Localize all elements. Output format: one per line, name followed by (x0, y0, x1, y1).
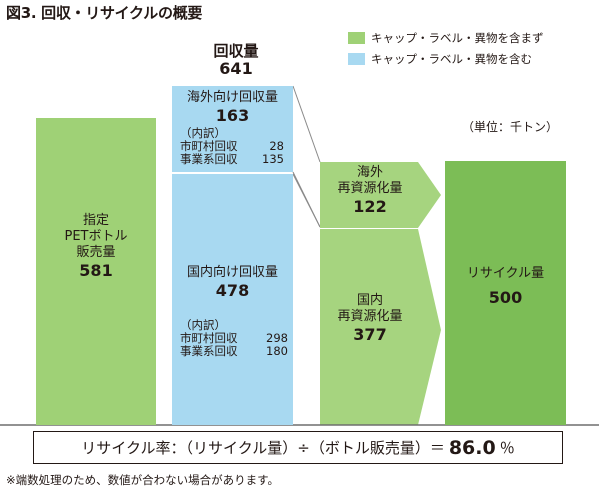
overseas-collection-label: 海外向け回収量 (186, 90, 278, 105)
domestic-business-label: 事業系回収 (180, 344, 238, 358)
domestic-recycling-line2: 再資源化量 (337, 309, 403, 324)
domestic-collection-bar (172, 174, 293, 425)
figure-title: 図3. 回収・リサイクルの概要 (6, 4, 203, 22)
domestic-recycling-value: 377 (353, 325, 387, 344)
domestic-recycling-text: 国内 再資源化量 377 (320, 293, 420, 345)
domestic-breakdown-label: （内訳） (180, 318, 226, 332)
overseas-breakdown-label: （内訳） (180, 126, 226, 140)
recycling-rate-unit: ％ (499, 439, 515, 457)
legend-label-including: キャップ・ラベル・異物を含む (371, 52, 532, 66)
domestic-municipal-value: 298 (266, 331, 288, 345)
sales-bar (36, 118, 156, 425)
overseas-municipal-value: 28 (269, 139, 284, 153)
recycling-label: リサイクル量 (466, 266, 545, 281)
recycling-value: 500 (488, 288, 523, 307)
overseas-collection-bar (172, 86, 293, 172)
connector-overseas-top (292, 85, 321, 163)
collection-total-label: 回収量 (213, 42, 259, 60)
domestic-municipal-row: 市町村回収 298 (180, 332, 288, 345)
recycling-rate-value: 86.0 (448, 436, 496, 459)
domestic-business-value: 180 (266, 344, 288, 358)
recycling-bar (445, 161, 566, 425)
overseas-collection-text: 海外向け回収量 163 (172, 90, 293, 126)
overseas-recycling-text: 海外 再資源化量 122 (320, 165, 420, 217)
overseas-business-row: 事業系回収 135 (180, 153, 284, 166)
recycling-rate-formula: リサイクル率：（リサイクル量）÷（ボトル販売量）＝ 86.0 ％ (33, 431, 563, 464)
recycling-text: リサイクル量 500 (445, 266, 566, 308)
footnote: ※端数処理のため、数値が合わない場合があります。 (6, 473, 279, 487)
overseas-breakdown: （内訳） 市町村回収 28 事業系回収 135 (180, 127, 284, 166)
legend-swatch-green (348, 32, 365, 44)
legend-item-including: キャップ・ラベル・異物を含む (348, 51, 532, 67)
overseas-recycling-line2: 再資源化量 (337, 181, 403, 196)
domestic-municipal-label: 市町村回収 (180, 331, 238, 345)
sales-label-line1: 指定 (82, 213, 109, 228)
overseas-business-value: 135 (262, 152, 284, 166)
domestic-collection-value: 478 (215, 281, 250, 300)
overseas-municipal-label: 市町村回収 (180, 139, 238, 153)
domestic-collection-text: 国内向け回収量 478 (172, 265, 293, 301)
sales-value: 581 (79, 261, 113, 280)
connector-domestic-top (292, 173, 321, 228)
overseas-collection-value: 163 (215, 106, 250, 125)
legend-item-excluding: キャップ・ラベル・異物を含まず (348, 30, 544, 46)
sales-text: 指定 PETボトル 販売量 581 (36, 213, 156, 281)
sales-label-line2: PETボトル (64, 229, 128, 244)
formula-text: リサイクル率：（リサイクル量）÷（ボトル販売量）＝ (81, 439, 445, 457)
overseas-recycling-arrow (320, 162, 441, 228)
sales-label-line3: 販売量 (76, 245, 116, 260)
domestic-recycling-line1: 国内 (356, 293, 383, 308)
legend-label-excluding: キャップ・ラベル・異物を含まず (371, 31, 544, 45)
overseas-municipal-row: 市町村回収 28 (180, 140, 284, 153)
domestic-collection-label: 国内向け回収量 (186, 265, 278, 280)
legend-swatch-blue (348, 53, 365, 65)
domestic-recycling-arrow (320, 229, 441, 425)
unit-label: （単位：千トン） (462, 120, 559, 134)
domestic-business-row: 事業系回収 180 (180, 345, 288, 358)
overseas-recycling-line1: 海外 (356, 165, 383, 180)
overseas-business-label: 事業系回収 (180, 152, 238, 166)
collection-total-value: 641 (219, 59, 253, 78)
domestic-breakdown: （内訳） 市町村回収 298 事業系回収 180 (180, 319, 288, 358)
overseas-recycling-value: 122 (353, 197, 387, 216)
